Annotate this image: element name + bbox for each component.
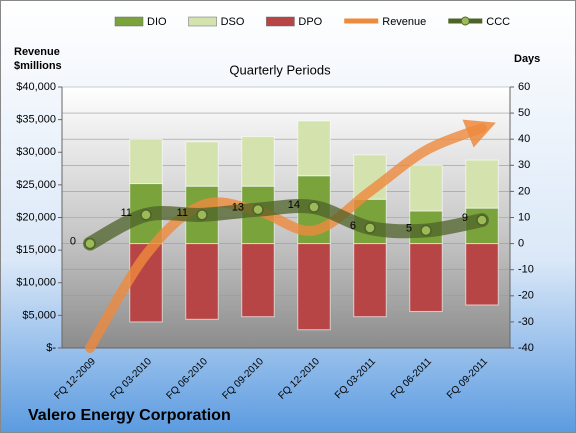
data-label: 6 bbox=[350, 220, 356, 232]
point bbox=[476, 214, 488, 226]
y-tick-label: $25,000 bbox=[16, 179, 56, 191]
point bbox=[84, 237, 96, 250]
bar bbox=[185, 141, 219, 187]
legend-swatch bbox=[188, 16, 217, 27]
y-tick-label: $15,000 bbox=[16, 244, 56, 256]
point bbox=[308, 201, 320, 213]
y2-tick-label: 20 bbox=[518, 185, 530, 197]
y2-tick-label: 60 bbox=[518, 81, 530, 93]
bar bbox=[297, 120, 331, 177]
y2-tick-label: 0 bbox=[518, 238, 524, 250]
bar bbox=[465, 159, 499, 209]
bar bbox=[409, 243, 443, 312]
y2-tick-label: 50 bbox=[518, 107, 530, 119]
legend-swatch bbox=[460, 16, 470, 26]
point bbox=[196, 209, 208, 221]
y-tick-label: $40,000 bbox=[16, 81, 56, 93]
y-tick-label: $30,000 bbox=[16, 146, 56, 158]
y-tick-label: $- bbox=[46, 342, 56, 354]
data-label: 11 bbox=[177, 207, 188, 219]
y2-tick-label: -40 bbox=[518, 342, 534, 354]
legend-item: CCC bbox=[448, 16, 510, 28]
y2-tick-label: 40 bbox=[518, 133, 530, 145]
y-tick-label: $35,000 bbox=[16, 114, 56, 126]
data-label: 9 bbox=[462, 212, 468, 224]
legend-item: DPO bbox=[266, 16, 323, 28]
bar bbox=[353, 243, 387, 318]
point bbox=[420, 224, 432, 237]
data-label: 5 bbox=[406, 222, 412, 234]
legend-label: DSO bbox=[221, 16, 245, 28]
y-tick-label: $20,000 bbox=[16, 211, 56, 223]
y-tick-label: $5,000 bbox=[22, 309, 56, 321]
legend-label: Revenue bbox=[382, 16, 426, 28]
y-axis-label: Revenue bbox=[14, 46, 60, 58]
y-axis-label: $millions bbox=[14, 60, 62, 72]
legend-label: CCC bbox=[486, 16, 510, 28]
y-tick-label: $10,000 bbox=[16, 277, 56, 289]
bar bbox=[409, 164, 443, 212]
chart-title: Quarterly Periods bbox=[229, 62, 331, 77]
point bbox=[364, 222, 376, 234]
y2-tick-label: -10 bbox=[518, 264, 534, 276]
legend-label: DIO bbox=[147, 16, 167, 28]
legend-item: DIO bbox=[114, 16, 167, 28]
y2-tick-label: -30 bbox=[518, 316, 534, 328]
legend-item: DSO bbox=[188, 16, 245, 28]
y2-tick-label: -20 bbox=[518, 290, 534, 302]
data-label: 13 bbox=[232, 202, 244, 214]
line-revenue bbox=[85, 119, 496, 353]
y2-tick-label: 10 bbox=[518, 211, 530, 223]
bar bbox=[185, 243, 219, 320]
legend-swatch bbox=[114, 16, 144, 27]
data-label: 11 bbox=[121, 207, 132, 219]
legend-label: DPO bbox=[298, 16, 322, 28]
annotation: Valero Energy Corporation bbox=[28, 407, 231, 424]
legend-item: Revenue bbox=[344, 16, 426, 28]
data-label: 0 bbox=[70, 236, 76, 248]
y2-axis-label: Days bbox=[514, 53, 540, 65]
legend-swatch bbox=[266, 16, 295, 27]
bar bbox=[465, 243, 499, 306]
bar bbox=[129, 138, 163, 185]
bar bbox=[241, 243, 275, 318]
bar bbox=[241, 136, 275, 187]
data-label: 14 bbox=[288, 199, 300, 211]
y2-tick-label: 30 bbox=[518, 159, 530, 171]
marks bbox=[83, 119, 499, 353]
bar bbox=[297, 243, 331, 331]
point bbox=[252, 203, 264, 216]
point bbox=[140, 209, 152, 221]
